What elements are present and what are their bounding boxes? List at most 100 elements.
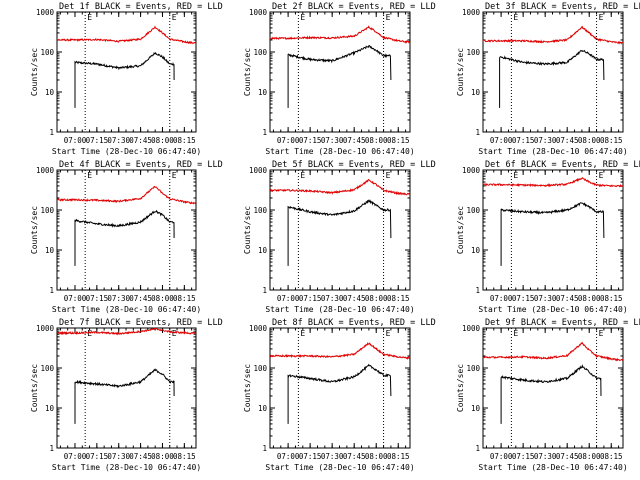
x-tick-label: 07:00	[490, 452, 513, 461]
panel-title: Det 3f BLACK = Events, RED = LLD	[485, 2, 640, 12]
panel-title: Det 6f BLACK = Events, RED = LLD	[485, 160, 640, 170]
panel-9: Det 9f BLACK = Events, RED = LLD 1 10 100 10…	[456, 318, 640, 472]
y-tick-label: 1	[475, 286, 480, 295]
x-tick-label: 07:45	[556, 136, 579, 145]
x-tick-label: 08:15	[173, 136, 196, 145]
x-tick-label: 08:00	[365, 136, 388, 145]
y-tick-label: 1	[262, 128, 267, 137]
x-tick-label: 07:15	[512, 294, 535, 303]
x-tick-label: 07:30	[534, 136, 557, 145]
panel-title: Det 2f BLACK = Events, RED = LLD	[272, 2, 436, 12]
y-axis-label: Counts/sec	[30, 364, 39, 412]
y-tick-label: 1000	[36, 324, 55, 333]
y-tick-label: 1	[262, 286, 267, 295]
x-tick-label: 07:00	[277, 294, 300, 303]
x-tick-label: 07:15	[86, 452, 109, 461]
y-tick-label: 100	[253, 48, 267, 57]
x-tick-label: 08:15	[387, 136, 410, 145]
y-axis-label: Counts/sec	[243, 364, 252, 412]
x-tick-label: 07:30	[107, 136, 130, 145]
marker-label: E	[386, 171, 391, 180]
x-tick-label: 07:15	[299, 452, 322, 461]
x-tick-label: 08:00	[151, 294, 174, 303]
x-axis-label: Start Time (28-Dec-10 06:47:40)	[52, 147, 201, 156]
x-axis-label: Start Time (28-Dec-10 06:47:40)	[478, 463, 627, 472]
axes-frame	[56, 169, 197, 291]
x-tick-label: 07:00	[490, 294, 513, 303]
y-tick-label: 100	[466, 206, 480, 215]
marker-label: E	[513, 13, 518, 22]
x-tick-label: 07:15	[86, 294, 109, 303]
y-tick-label: 10	[471, 404, 481, 413]
series-events-line	[287, 363, 392, 424]
x-tick-label: 07:45	[129, 136, 152, 145]
x-tick-label: 07:45	[556, 452, 579, 461]
x-axis-label: Start Time (28-Dec-10 06:47:40)	[265, 463, 414, 472]
y-tick-label: 10	[471, 246, 481, 255]
y-tick-label: 10	[471, 88, 481, 97]
axes-frame	[482, 11, 624, 133]
series-events-line	[500, 364, 602, 424]
marker-label: E	[599, 171, 604, 180]
x-tick-label: 08:00	[578, 136, 601, 145]
marker-label: E	[599, 13, 604, 22]
panel-4: Det 4f BLACK = Events, RED = LLD 1 10 100 10…	[30, 160, 223, 314]
x-tick-label: 08:15	[173, 452, 196, 461]
series-events-line	[287, 45, 392, 108]
x-axis-label: Start Time (28-Dec-10 06:47:40)	[478, 147, 627, 156]
axes-frame	[56, 327, 197, 449]
series-lld-line	[482, 25, 624, 45]
x-tick-label: 07:30	[534, 452, 557, 461]
marker-label: E	[172, 171, 177, 180]
y-axis-label: Counts/sec	[30, 206, 39, 254]
series-events-line	[499, 49, 605, 108]
y-tick-label: 1	[49, 444, 54, 453]
x-axis-label: Start Time (28-Dec-10 06:47:40)	[265, 305, 414, 314]
y-tick-label: 10	[45, 246, 55, 255]
marker-label: E	[513, 171, 518, 180]
y-tick-label: 100	[253, 364, 267, 373]
panel-8: Det 8f BLACK = Events, RED = LLD 1 10 100 10…	[243, 318, 436, 472]
series-lld-line	[269, 25, 410, 44]
y-axis-label: Counts/sec	[456, 206, 465, 254]
x-tick-label: 07:15	[299, 136, 322, 145]
axes-frame	[269, 327, 411, 449]
panel-title: Det 4f BLACK = Events, RED = LLD	[59, 160, 223, 170]
marker-label: E	[87, 329, 92, 338]
x-tick-label: 08:15	[600, 294, 623, 303]
series-lld-line	[269, 342, 411, 360]
series-events-line	[500, 202, 605, 266]
y-tick-label: 10	[258, 404, 268, 413]
x-axis-label: Start Time (28-Dec-10 06:47:40)	[478, 305, 627, 314]
series-lld-line	[56, 185, 197, 205]
series-events-line	[74, 368, 175, 424]
x-tick-label: 07:45	[343, 136, 366, 145]
x-tick-label: 08:15	[600, 452, 623, 461]
x-tick-label: 07:00	[277, 452, 300, 461]
y-tick-label: 10	[45, 404, 55, 413]
panel-title: Det 1f BLACK = Events, RED = LLD	[59, 2, 223, 12]
y-tick-label: 1000	[462, 8, 481, 17]
y-tick-label: 1000	[36, 8, 55, 17]
x-tick-label: 07:45	[556, 294, 579, 303]
panel-2: Det 2f BLACK = Events, RED = LLD 1 10 100 10…	[243, 2, 436, 156]
x-tick-label: 08:15	[600, 136, 623, 145]
y-tick-label: 100	[466, 364, 480, 373]
y-axis-label: Counts/sec	[243, 48, 252, 96]
x-axis-label: Start Time (28-Dec-10 06:47:40)	[52, 305, 201, 314]
marker-label: E	[300, 329, 305, 338]
x-tick-label: 07:30	[321, 452, 344, 461]
axes-frame	[482, 169, 624, 291]
axes-frame	[269, 11, 411, 133]
series-events-line	[287, 199, 392, 266]
marker-label: E	[386, 329, 391, 338]
y-tick-label: 1	[475, 128, 480, 137]
series-events-line	[74, 51, 175, 108]
marker-label: E	[300, 13, 305, 22]
panel-title: Det 9f BLACK = Events, RED = LLD	[485, 318, 640, 328]
x-tick-label: 07:45	[129, 452, 152, 461]
y-tick-label: 1	[262, 444, 267, 453]
x-tick-label: 08:15	[173, 294, 196, 303]
y-axis-label: Counts/sec	[456, 364, 465, 412]
